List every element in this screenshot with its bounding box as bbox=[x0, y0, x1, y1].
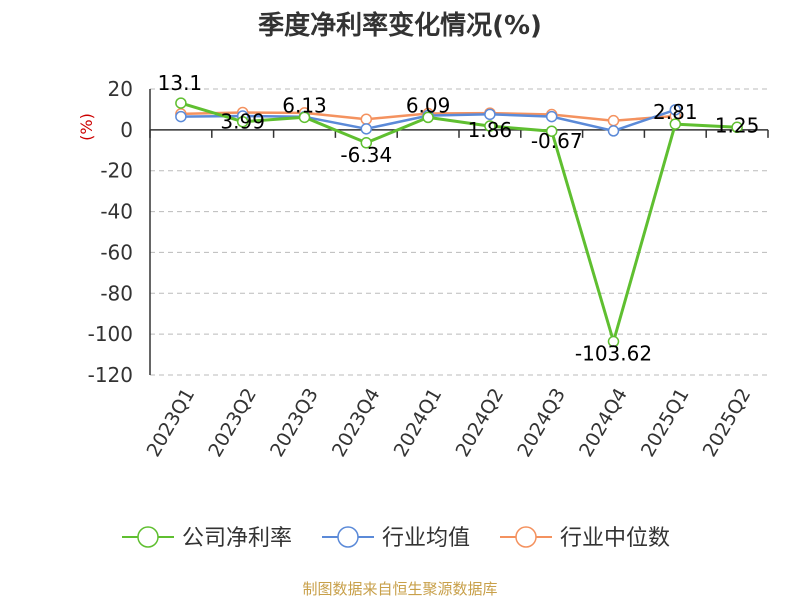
legend-label: 行业均值 bbox=[382, 526, 470, 551]
y-tick-label: -80 bbox=[100, 281, 133, 305]
data-point bbox=[607, 335, 620, 348]
series bbox=[175, 97, 743, 348]
data-labels: 13.1 3.99 6.13 -6.34 6.09 1.86 -0.67 -103.62 2.8… bbox=[158, 71, 760, 365]
data-label: 2.81 bbox=[653, 100, 698, 124]
data-point bbox=[484, 120, 496, 132]
x-tick-label: 2024Q1 bbox=[390, 384, 447, 460]
x-tick-label: 2023Q1 bbox=[142, 385, 199, 461]
legend-label: 公司净利率 bbox=[182, 526, 292, 551]
data-point bbox=[422, 111, 434, 124]
data-label: 6.09 bbox=[406, 93, 451, 117]
legend-swatch-marker bbox=[337, 526, 359, 548]
data-point bbox=[545, 125, 558, 137]
y-tick-label: -100 bbox=[88, 322, 133, 346]
data-point bbox=[731, 121, 743, 134]
x-tick-label: 2023Q4 bbox=[328, 385, 385, 461]
data-point bbox=[669, 118, 682, 130]
data-point bbox=[360, 123, 373, 135]
legend: 公司净利率 行业均值 行业中位数 bbox=[122, 526, 670, 551]
legend-item: 公司净利率 bbox=[122, 526, 292, 551]
data-label: -0.67 bbox=[531, 129, 583, 153]
data-label: 13.1 bbox=[158, 71, 203, 95]
chart-title: 季度净利率变化情况(%) bbox=[258, 10, 542, 41]
y-tick-label: 20 bbox=[108, 77, 133, 101]
data-point bbox=[607, 114, 620, 127]
legend-swatch-marker bbox=[515, 526, 537, 548]
y-axis-unit-label: (%) bbox=[77, 113, 96, 141]
y-tick-label: 0 bbox=[120, 118, 133, 142]
data-point bbox=[669, 104, 682, 116]
x-tick-label: 2024Q2 bbox=[451, 385, 508, 461]
x-tick-label: 2024Q3 bbox=[513, 385, 570, 461]
data-point bbox=[484, 108, 496, 121]
legend-item: 行业均值 bbox=[322, 526, 470, 551]
data-point bbox=[607, 125, 620, 137]
source-note: 制图数据来自恒生聚源数据库 bbox=[302, 580, 497, 598]
data-point bbox=[175, 97, 187, 109]
grid bbox=[150, 88, 768, 376]
y-tick-label: -40 bbox=[100, 200, 133, 224]
data-label: 3.99 bbox=[220, 110, 265, 134]
data-point bbox=[298, 111, 311, 124]
x-tick-label: 2023Q3 bbox=[266, 385, 323, 461]
data-label: 1.86 bbox=[468, 118, 513, 142]
data-label: -6.34 bbox=[340, 143, 392, 167]
y-tick-label: -120 bbox=[88, 363, 133, 387]
legend-label: 行业中位数 bbox=[560, 526, 670, 551]
x-tick-label: 2025Q1 bbox=[637, 385, 694, 461]
data-point bbox=[360, 137, 373, 149]
y-tick-label: -20 bbox=[100, 159, 133, 183]
y-tick-label: -60 bbox=[100, 240, 133, 264]
data-point bbox=[360, 113, 373, 125]
data-label: 6.13 bbox=[282, 93, 327, 117]
legend-swatch-marker bbox=[137, 526, 159, 548]
data-point bbox=[175, 110, 187, 123]
x-tick-label: 2025Q2 bbox=[699, 385, 756, 461]
series-line bbox=[180, 101, 738, 343]
legend-item: 行业中位数 bbox=[500, 526, 670, 551]
x-tick-label: 2024Q4 bbox=[575, 385, 632, 461]
data-label: 1.25 bbox=[715, 113, 760, 137]
x-tick-label: 2023Q2 bbox=[204, 385, 261, 461]
data-point bbox=[545, 110, 558, 123]
data-label: -103.62 bbox=[575, 342, 652, 366]
data-point bbox=[236, 115, 249, 128]
